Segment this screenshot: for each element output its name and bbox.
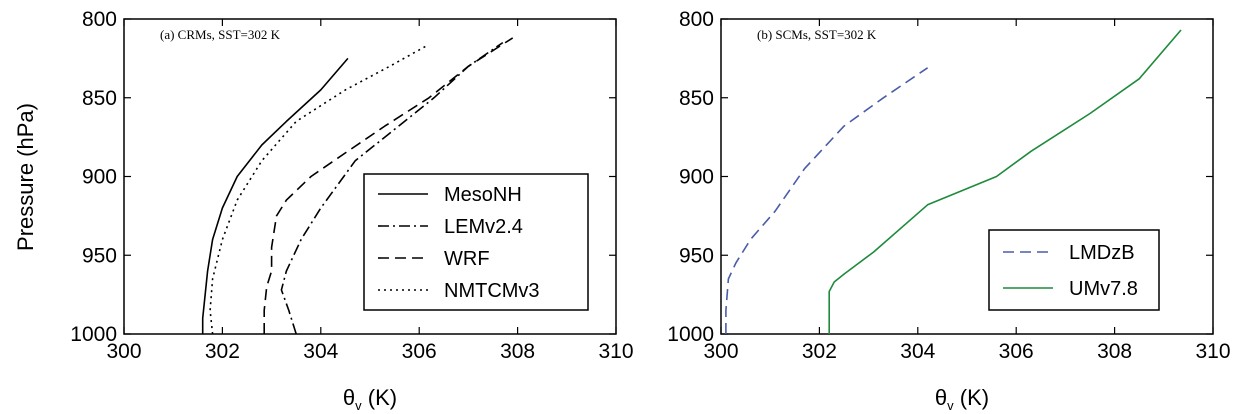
series-line-umv7-8 (828, 29, 1182, 334)
y-tick-label: 800 (679, 8, 714, 31)
series-line-lmdzb (725, 67, 929, 334)
y-tick-label: 950 (679, 244, 714, 267)
panel-b: 300 302 304 306 308 310 800 850 900 950 1000 (b) SC… (667, 8, 1230, 363)
y-tick-label: 1000 (70, 323, 117, 346)
legend-box (363, 173, 589, 311)
panel-a: 300 302 304 306 308 310 800 850 900 950 1000 (a) CR… (70, 8, 633, 363)
y-tick-label: 950 (82, 244, 117, 267)
legend-label: UMv7.8 (1069, 278, 1138, 300)
x-tick-label: 302 (205, 340, 240, 363)
y-tick-label: 900 (679, 166, 714, 189)
x-tick-label: 304 (303, 340, 338, 363)
x-tick-label: 304 (900, 340, 935, 363)
x-tick-label: 306 (999, 340, 1034, 363)
x-tick-label: 308 (500, 340, 535, 363)
y-tick-label: 850 (82, 87, 117, 110)
panel-title: (b) SCMs, SST=302 K (757, 27, 877, 42)
y-axis-title: Pressure (hPa) (13, 103, 38, 251)
x-axis-title-b: θv (K) (935, 385, 989, 413)
legend: MesoNH LEMv2.4 WRF NMTCMv3 (363, 173, 589, 311)
x-tick-label: 300 (703, 340, 738, 363)
legend-label: LMDzB (1069, 242, 1135, 264)
x-tick-label: 310 (1195, 340, 1230, 363)
x-tick-label: 306 (402, 340, 437, 363)
y-tick-label: 900 (82, 166, 117, 189)
x-tick-label: 310 (598, 340, 633, 363)
panel-title: (a) CRMs, SST=302 K (160, 27, 281, 42)
x-tick-label: 300 (106, 340, 141, 363)
legend-box (988, 229, 1160, 311)
series-line-mesonh (201, 57, 349, 334)
x-axis-title-a: θv (K) (343, 385, 397, 413)
x-tick-label: 308 (1097, 340, 1132, 363)
legend-label: LEMv2.4 (444, 216, 523, 238)
x-tick-label: 302 (802, 340, 837, 363)
legend-label: NMTCMv3 (444, 280, 540, 302)
y-tick-label: 1000 (667, 323, 714, 346)
legend-label: MesoNH (444, 184, 522, 206)
y-tick-label: 850 (679, 87, 714, 110)
legend: LMDzB UMv7.8 (988, 229, 1160, 311)
legend-label: WRF (444, 248, 490, 270)
series-line-wrf (263, 37, 514, 334)
y-tick-label: 800 (82, 8, 117, 31)
